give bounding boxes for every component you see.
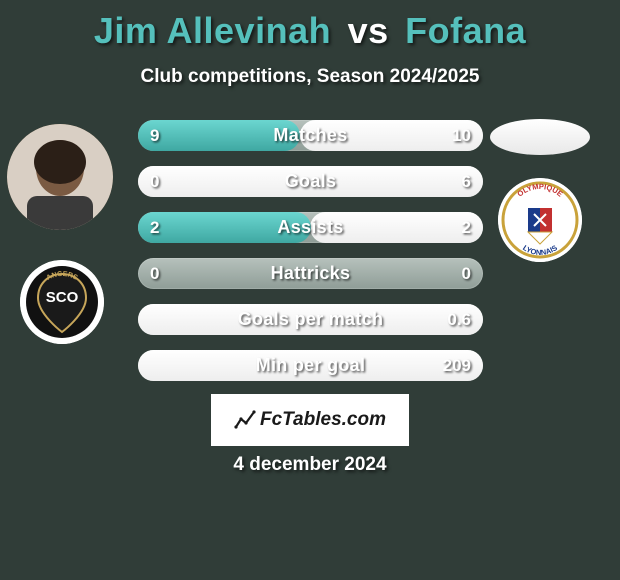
infographic-root: Jim Allevinah vs Fofana Club competition…: [0, 0, 620, 580]
watermark: FcTables.com: [211, 394, 409, 446]
bar-label: Min per goal: [138, 350, 483, 381]
bar-value-left: 0: [150, 258, 159, 289]
stat-bars: Matches910Goals06Assists22Hattricks00Goa…: [138, 120, 483, 396]
player2-avatar: [490, 119, 590, 155]
bar-value-left: 9: [150, 120, 159, 151]
player2-name: Fofana: [405, 10, 526, 51]
svg-text:SCO: SCO: [46, 289, 79, 306]
avatar-placeholder-icon: [7, 124, 113, 230]
chart-icon: [234, 409, 256, 431]
bar-value-right: 0: [462, 258, 471, 289]
bar-label: Matches: [138, 120, 483, 151]
subtitle: Club competitions, Season 2024/2025: [0, 66, 620, 88]
stat-bar: Hattricks0 0: [138, 258, 483, 289]
stat-bar: Matches9 10: [138, 120, 483, 151]
stat-bar: Goals0 6: [138, 166, 483, 197]
bar-label: Goals per match: [138, 304, 483, 335]
club2-badge: OLYMPIQUE LYONNAIS: [498, 178, 582, 262]
bar-value-right: 6: [462, 166, 471, 197]
bar-label: Assists: [138, 212, 483, 243]
club1-badge: SCO ANGERS: [20, 260, 104, 344]
bar-value-right: 10: [452, 120, 471, 151]
bar-label: Goals: [138, 166, 483, 197]
stat-bar: Min per goal209: [138, 350, 483, 381]
vs-text: vs: [348, 10, 389, 51]
page-title: Jim Allevinah vs Fofana: [0, 0, 620, 52]
bar-label: Hattricks: [138, 258, 483, 289]
bar-value-left: 2: [150, 212, 159, 243]
bar-value-right: 209: [443, 350, 471, 381]
club1-logo-icon: SCO ANGERS: [20, 260, 104, 344]
bar-value-left: 0: [150, 166, 159, 197]
club2-logo-icon: OLYMPIQUE LYONNAIS: [498, 178, 582, 262]
bar-value-right: 2: [462, 212, 471, 243]
stat-bar: Assists2 2: [138, 212, 483, 243]
player1-avatar: [7, 124, 113, 230]
stat-bar: Goals per match0.6: [138, 304, 483, 335]
date-text: 4 december 2024: [0, 454, 620, 476]
bar-value-right: 0.6: [447, 304, 471, 335]
watermark-text: FcTables.com: [260, 409, 386, 431]
player1-name: Jim Allevinah: [94, 10, 331, 51]
